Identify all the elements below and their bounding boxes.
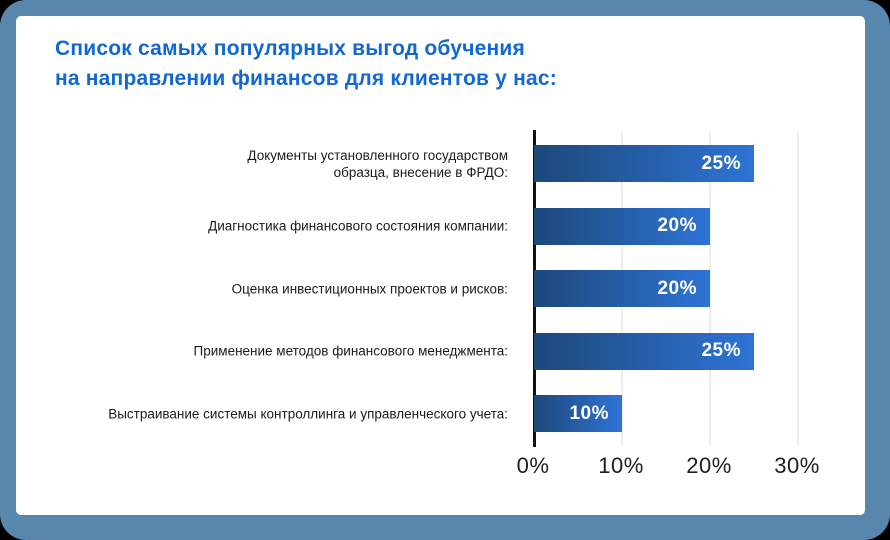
chart-title: Список самых популярных выгод обучения на…	[55, 34, 557, 94]
bar: 20%	[534, 270, 710, 307]
gridline-20%	[709, 132, 711, 445]
bar-chart: 0% 10% 20% 30% Документы установленного госу…	[16, 16, 865, 515]
bar: 25%	[534, 145, 754, 182]
chart-title-line1: Список самых популярных выгод обучения	[55, 37, 525, 60]
category-label: Диагностика финансового состояния компан…	[208, 218, 508, 234]
category-label: Выстраивание системы контроллинга и упра…	[108, 406, 508, 421]
bar: 25%	[534, 332, 754, 370]
category-label: Оценка инвестиционных проектов и рисков:	[231, 281, 508, 296]
x-tick-label-0%: 0%	[516, 453, 550, 478]
x-tick-label-20%: 20%	[686, 453, 732, 478]
bar: 10%	[534, 395, 622, 432]
bar-value-label: 25%	[701, 340, 741, 361]
chart-card: Список самых популярных выгод обучения на…	[16, 16, 865, 515]
category-label: Документы установленного государством об…	[247, 147, 508, 180]
chart-title-line2: на направлении финансов для клиентов у н…	[55, 67, 557, 90]
bar-value-label: 25%	[701, 152, 741, 174]
x-tick-label-10%: 10%	[598, 453, 644, 478]
gridline-30%	[797, 132, 799, 445]
x-tick-label-30%: 30%	[774, 453, 820, 478]
bar: 20%	[534, 207, 710, 245]
bar-value-label: 20%	[657, 215, 697, 236]
category-label: Применение методов финансового менеджмен…	[193, 343, 508, 359]
bar-value-label: 10%	[569, 402, 609, 424]
bar-value-label: 20%	[657, 277, 697, 299]
